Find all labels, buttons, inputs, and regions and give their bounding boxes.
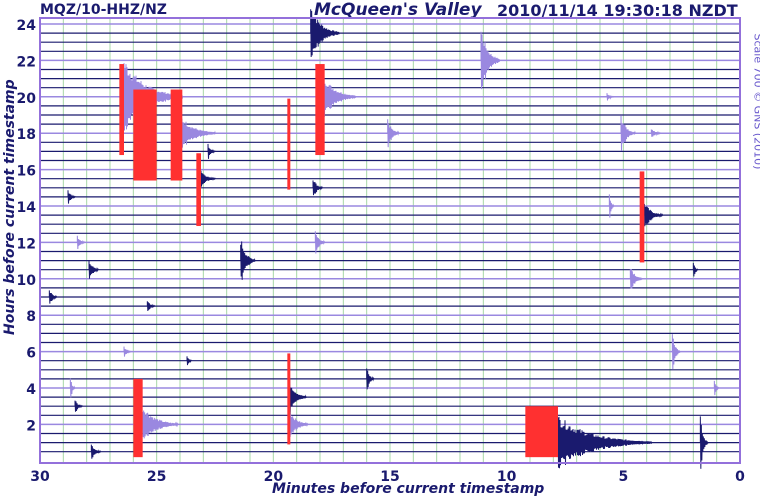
x-tick-label: 20	[264, 469, 284, 485]
seismic-event	[123, 346, 132, 357]
clipped-signal	[287, 353, 291, 445]
y-tick-label: 6	[26, 346, 36, 362]
x-tick-label: 5	[618, 469, 628, 485]
seismic-event	[240, 241, 256, 280]
x-tick-label: 0	[735, 469, 745, 485]
seismic-event	[74, 400, 83, 412]
seismic-event	[557, 416, 652, 469]
x-tick-label: 15	[380, 469, 399, 485]
y-tick-label: 14	[17, 200, 37, 216]
timestamp: 2010/11/14 19:30:18 NZDT	[497, 1, 738, 20]
seismic-event	[179, 113, 216, 153]
seismic-event	[319, 70, 356, 124]
y-tick-label: 4	[26, 382, 36, 398]
seismic-event	[48, 290, 58, 304]
seismic-event	[312, 180, 323, 196]
y-tick-label: 16	[17, 164, 36, 180]
clipped-signal	[639, 171, 645, 263]
seismic-event	[650, 129, 662, 137]
seismic-event	[90, 444, 102, 459]
seismic-event	[207, 143, 216, 159]
clipped-signal	[315, 64, 325, 156]
clipped-signal	[119, 64, 124, 156]
y-tick-label: 10	[17, 273, 37, 289]
clipped-signal	[133, 378, 143, 458]
seismic-event	[387, 119, 400, 148]
seismic-event	[142, 410, 179, 439]
station-code: MQZ/10-HHZ/NZ	[40, 2, 167, 18]
seismic-event	[186, 356, 192, 366]
seismic-event	[620, 115, 636, 151]
clipped-signal	[525, 406, 558, 458]
seismic-event	[67, 190, 76, 204]
y-tick-label: 2	[26, 418, 36, 434]
clipped-signal	[287, 98, 291, 190]
seismic-event	[289, 411, 309, 437]
seismic-event	[608, 194, 615, 218]
seismic-event	[88, 260, 99, 279]
y-tick-label: 8	[26, 309, 36, 325]
clipped-signal	[133, 89, 157, 181]
x-tick-label: 10	[497, 469, 517, 485]
seismic-event	[289, 379, 307, 415]
seismic-event	[310, 9, 340, 57]
clipped-signal	[196, 153, 201, 227]
clipped-signal	[170, 89, 183, 181]
y-tick-label: 12	[17, 236, 36, 252]
seismic-event	[671, 334, 681, 370]
chart-title: McQueen's Valley	[314, 0, 482, 20]
plot-frame	[39, 17, 741, 464]
seismic-event	[146, 301, 156, 311]
seismic-event	[69, 378, 76, 398]
y-tick-label: 24	[17, 18, 37, 34]
seismic-event	[200, 170, 216, 187]
seismic-event	[713, 380, 720, 396]
seismic-event	[606, 93, 615, 101]
y-tick-label: 22	[17, 54, 36, 70]
seismic-event	[76, 235, 86, 250]
seismic-event	[314, 231, 326, 254]
x-axis-label: Minutes before current timestamp	[272, 481, 545, 497]
seismic-event	[692, 262, 699, 277]
seismic-event	[480, 31, 500, 90]
seismic-event	[366, 368, 375, 390]
y-tick-label: 18	[17, 127, 36, 143]
seismic-event	[629, 268, 643, 289]
y-tick-label: 20	[17, 91, 37, 107]
x-tick-label: 25	[147, 469, 166, 485]
seismic-event	[699, 416, 709, 469]
seismic-event	[643, 203, 664, 227]
x-tick-label: 30	[30, 469, 50, 485]
